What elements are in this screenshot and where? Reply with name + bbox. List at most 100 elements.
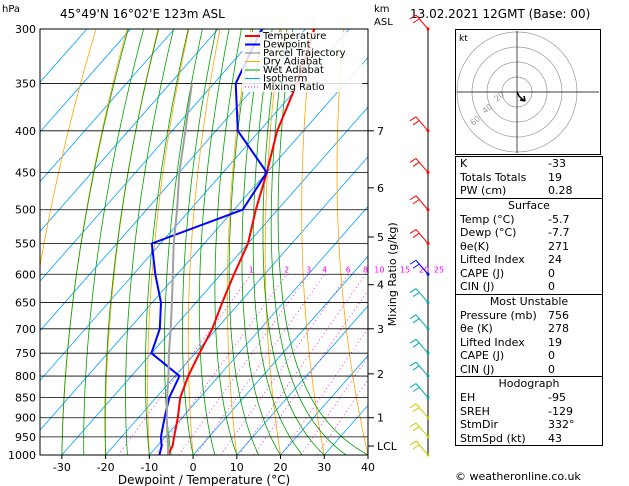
hpa-label: hPa: [2, 4, 20, 15]
wind-barb: [415, 229, 429, 244]
wind-barb: [415, 403, 429, 419]
hodograph-storm-arrow: [519, 95, 526, 102]
row-value: -129: [548, 404, 573, 418]
km-tick-label: 5: [377, 231, 384, 244]
row-label: Pressure (mb): [460, 308, 537, 322]
wind-barb-flag: [412, 199, 420, 205]
mixing-ratio-line: [220, 274, 349, 455]
legend-bg: [242, 32, 362, 92]
wind-barb-flag: [412, 263, 420, 269]
wind-barb-dot: [426, 351, 430, 355]
indices-panel: K -33 Totals Totals 19 PW (cm) 0.28 Surface T…: [455, 156, 603, 446]
wind-barb-flag: [409, 361, 417, 367]
wind-barb: [415, 383, 429, 398]
wind-barb-flag: [409, 116, 417, 122]
wind-barb-dot: [426, 395, 430, 399]
table-row: EH -95: [456, 391, 602, 405]
series-line-temperature: [167, 29, 316, 455]
wind-barb: [415, 195, 429, 211]
wind-barb-dot: [426, 272, 430, 276]
pressure-tick-label: 300: [15, 23, 36, 36]
row-label: θe(K): [460, 239, 490, 253]
x-tick-label: 40: [361, 461, 375, 474]
pressure-tick-label: 550: [15, 237, 36, 250]
table-row: CIN (J) 0: [456, 280, 602, 294]
row-label: EH: [460, 391, 476, 404]
mixing-ratio-value-label: 2: [284, 265, 289, 274]
row-value: 0: [548, 349, 555, 362]
wind-barb-flag: [412, 292, 420, 297]
wind-barb: [415, 440, 429, 456]
series-line-parcel-trajectory: [165, 83, 193, 455]
wind-barb-flag: [412, 18, 420, 24]
table-row: Totals Totals 19: [456, 171, 602, 185]
wind-barb-flag: [412, 318, 420, 324]
isotherm-line: [40, 56, 368, 431]
isotherm-line: [40, 29, 219, 232]
plot-frame: [39, 28, 369, 456]
table-row: K -33: [456, 157, 602, 171]
asl-label: ASL: [374, 17, 393, 28]
mixing-ratio-value-label: 6: [346, 265, 351, 274]
dry-adiabat: [623, 29, 629, 455]
isotherm-line: [280, 355, 368, 455]
wind-barb-flag: [409, 338, 417, 344]
mixing-ratio-line: [316, 378, 368, 455]
table-row: CAPE (J) 0: [456, 267, 602, 281]
km-tick-label: LCL: [377, 440, 398, 453]
wet-adiabat: [182, 29, 217, 455]
row-value: 43: [548, 431, 562, 445]
x-tick-label: 10: [230, 461, 244, 474]
km-tick-label: 2: [377, 368, 384, 381]
wind-barb-flag: [409, 14, 417, 20]
table-row: Lifted Index 19: [456, 336, 602, 350]
pressure-tick-label: 350: [15, 78, 36, 91]
pressure-tick-label: 600: [15, 268, 36, 281]
km-tick-label: 4: [377, 279, 384, 292]
row-value: -5.7: [548, 212, 570, 226]
x-tick-label: 20: [274, 461, 288, 474]
wind-barb: [415, 288, 429, 303]
mixing-ratio-value-label: 1: [249, 265, 254, 274]
x-tick-label: 0: [190, 461, 197, 474]
pressure-tick-label: 500: [15, 204, 36, 217]
isotherm-line: [40, 29, 175, 183]
wet-adiabat: [83, 29, 144, 455]
wind-barb-flag: [412, 162, 420, 167]
hodograph-title: Hodograph: [498, 377, 560, 390]
mixing-ratio-line: [195, 274, 326, 455]
wind-barb-dot: [426, 327, 430, 331]
row-value: -7.7: [548, 226, 570, 239]
mixing-ratio-axis-label: Mixing Ratio (g/kg): [386, 222, 399, 326]
mixing-ratio-line: [178, 274, 309, 455]
pressure-tick-label: 700: [15, 323, 36, 336]
table-row: StmSpd (kt) 43: [456, 432, 602, 446]
x-axis-label: Dewpoint / Temperature (°C): [118, 473, 290, 486]
wind-barb-dot: [426, 435, 430, 439]
wind-barb-flag: [409, 314, 417, 320]
wind-barb-dot: [426, 27, 430, 31]
isotherm-line: [40, 29, 350, 382]
wind-barb: [415, 422, 429, 438]
wind-barb-dot: [426, 129, 430, 133]
most-unstable-title: Most Unstable: [489, 294, 569, 308]
mixing-ratio-value-label: 8: [363, 265, 368, 274]
row-value: -33: [548, 157, 566, 170]
row-label: θe (K): [460, 322, 493, 335]
wind-barb: [415, 314, 429, 330]
mixing-ratio-value-label: 4: [322, 265, 327, 274]
dry-adiabat: [40, 29, 97, 269]
wind-barb-flag: [412, 444, 420, 450]
table-row: Dewp (°C) -7.7: [456, 226, 602, 240]
row-value: -95: [548, 391, 566, 404]
isotherm-line: [236, 305, 368, 455]
row-label: StmDir: [460, 418, 499, 431]
wind-barb: [415, 158, 429, 173]
hodograph-unit-label: kt: [459, 34, 468, 44]
wind-barb-flag: [409, 288, 417, 293]
wind-barb-flag: [409, 229, 417, 234]
row-value: 0: [548, 280, 555, 293]
row-value: 0: [548, 362, 555, 376]
